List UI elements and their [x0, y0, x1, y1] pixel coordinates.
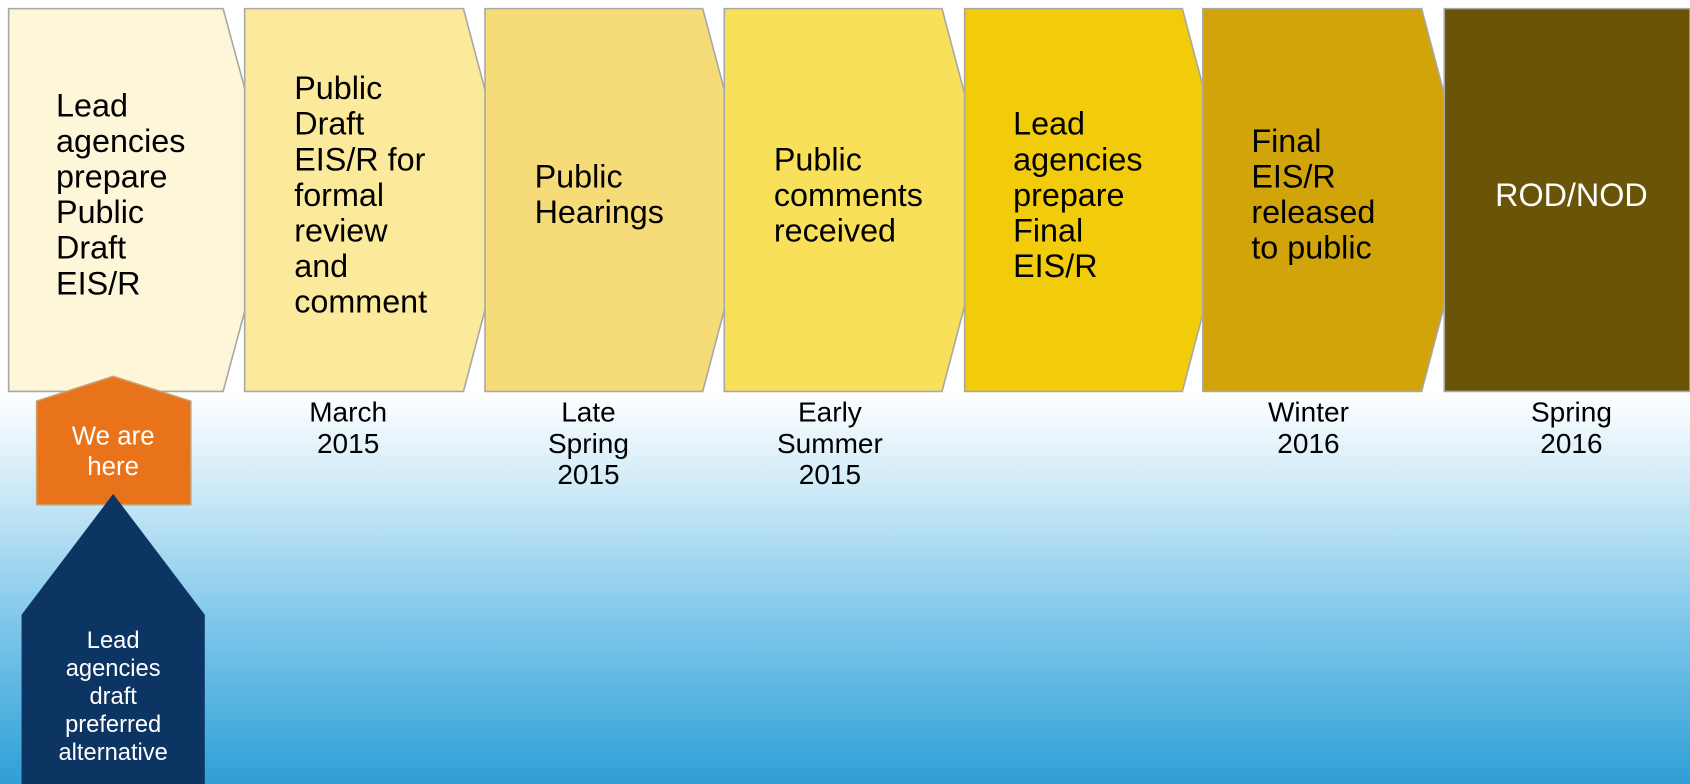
step-label: Lead — [56, 87, 128, 123]
step-date: Winter — [1268, 397, 1349, 428]
step-label: comment — [294, 284, 427, 320]
step-date: 2016 — [1540, 428, 1602, 459]
note-label: preferred — [65, 712, 161, 738]
step-label: to public — [1251, 230, 1371, 266]
step-label: released — [1251, 194, 1375, 230]
step-date: 2015 — [557, 459, 619, 490]
step-label: prepare — [56, 159, 167, 195]
step-label: Final — [1251, 123, 1321, 159]
diagram: LeadagenciespreparePublicDraftEIS/RPubli… — [0, 0, 1690, 784]
step-label: review — [294, 212, 388, 248]
step-label: Draft — [56, 230, 126, 266]
note-label: Lead — [87, 628, 140, 654]
marker-label: We are — [72, 423, 155, 451]
step-label: formal — [294, 177, 384, 213]
note-label: draft — [89, 684, 137, 710]
page: LeadagenciespreparePublicDraftEIS/RPubli… — [0, 0, 1690, 784]
step-label: received — [774, 212, 896, 248]
step-date: 2015 — [317, 428, 379, 459]
step-date: 2015 — [799, 459, 861, 490]
step-label: comments — [774, 177, 923, 213]
step-date: Early — [798, 397, 862, 428]
step-label: Public — [774, 141, 862, 177]
step-date: March — [309, 397, 387, 428]
step-label: EIS/R — [1251, 159, 1335, 195]
step-label: EIS/R — [1013, 248, 1097, 284]
step-label: ROD/NOD — [1495, 177, 1648, 213]
step-label: Public — [535, 159, 623, 195]
step-label: EIS/R — [56, 265, 140, 301]
step-label: Public — [56, 194, 144, 230]
step-date: 2016 — [1277, 428, 1339, 459]
step-label: prepare — [1013, 177, 1124, 213]
step-date: Spring — [1531, 397, 1612, 428]
note-label: agencies — [66, 656, 161, 682]
step-label: Hearings — [535, 194, 664, 230]
step-label: Lead — [1013, 106, 1085, 142]
step-label: Draft — [294, 106, 364, 142]
step-label: Public — [294, 70, 382, 106]
note-label: alternative — [58, 740, 167, 766]
step-label: Final — [1013, 212, 1083, 248]
step-label: and — [294, 248, 348, 284]
step-date: Late — [561, 397, 616, 428]
step-date: Spring — [548, 428, 629, 459]
step-label: agencies — [1013, 141, 1142, 177]
step-label: agencies — [56, 123, 185, 159]
marker-label: here — [87, 453, 139, 481]
step-label: EIS/R for — [294, 141, 425, 177]
step-date: Summer — [777, 428, 883, 459]
